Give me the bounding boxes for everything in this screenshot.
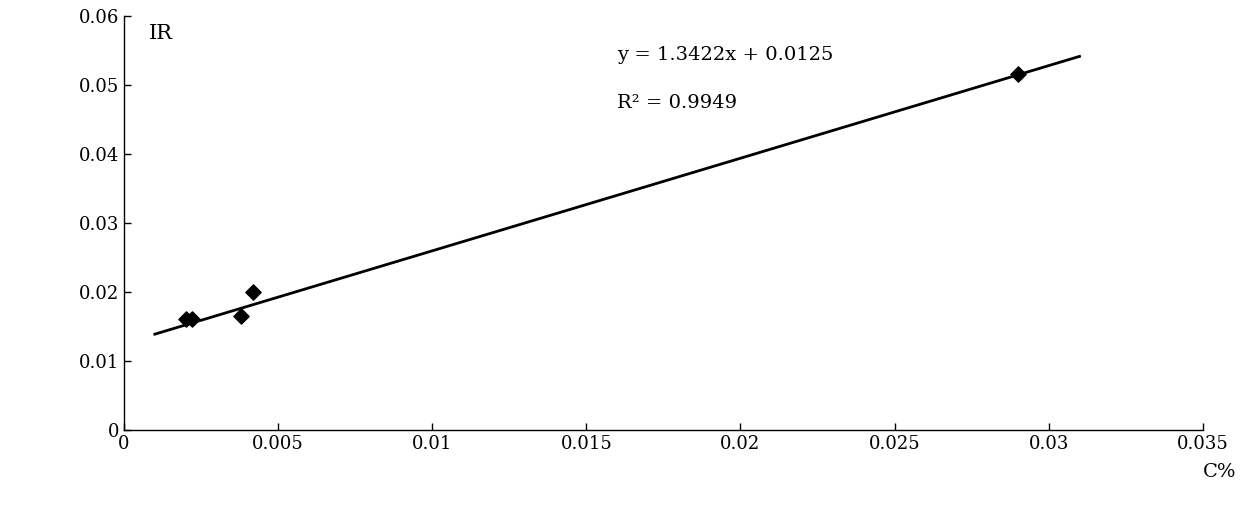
Text: IR: IR bbox=[149, 24, 172, 43]
Text: C%: C% bbox=[1203, 463, 1236, 481]
Text: y = 1.3422x + 0.0125: y = 1.3422x + 0.0125 bbox=[618, 46, 833, 64]
Point bbox=[182, 315, 202, 323]
Text: R² = 0.9949: R² = 0.9949 bbox=[618, 94, 738, 112]
Point bbox=[176, 315, 196, 323]
Point bbox=[243, 288, 263, 296]
Point bbox=[231, 312, 250, 320]
Point bbox=[1008, 70, 1028, 79]
